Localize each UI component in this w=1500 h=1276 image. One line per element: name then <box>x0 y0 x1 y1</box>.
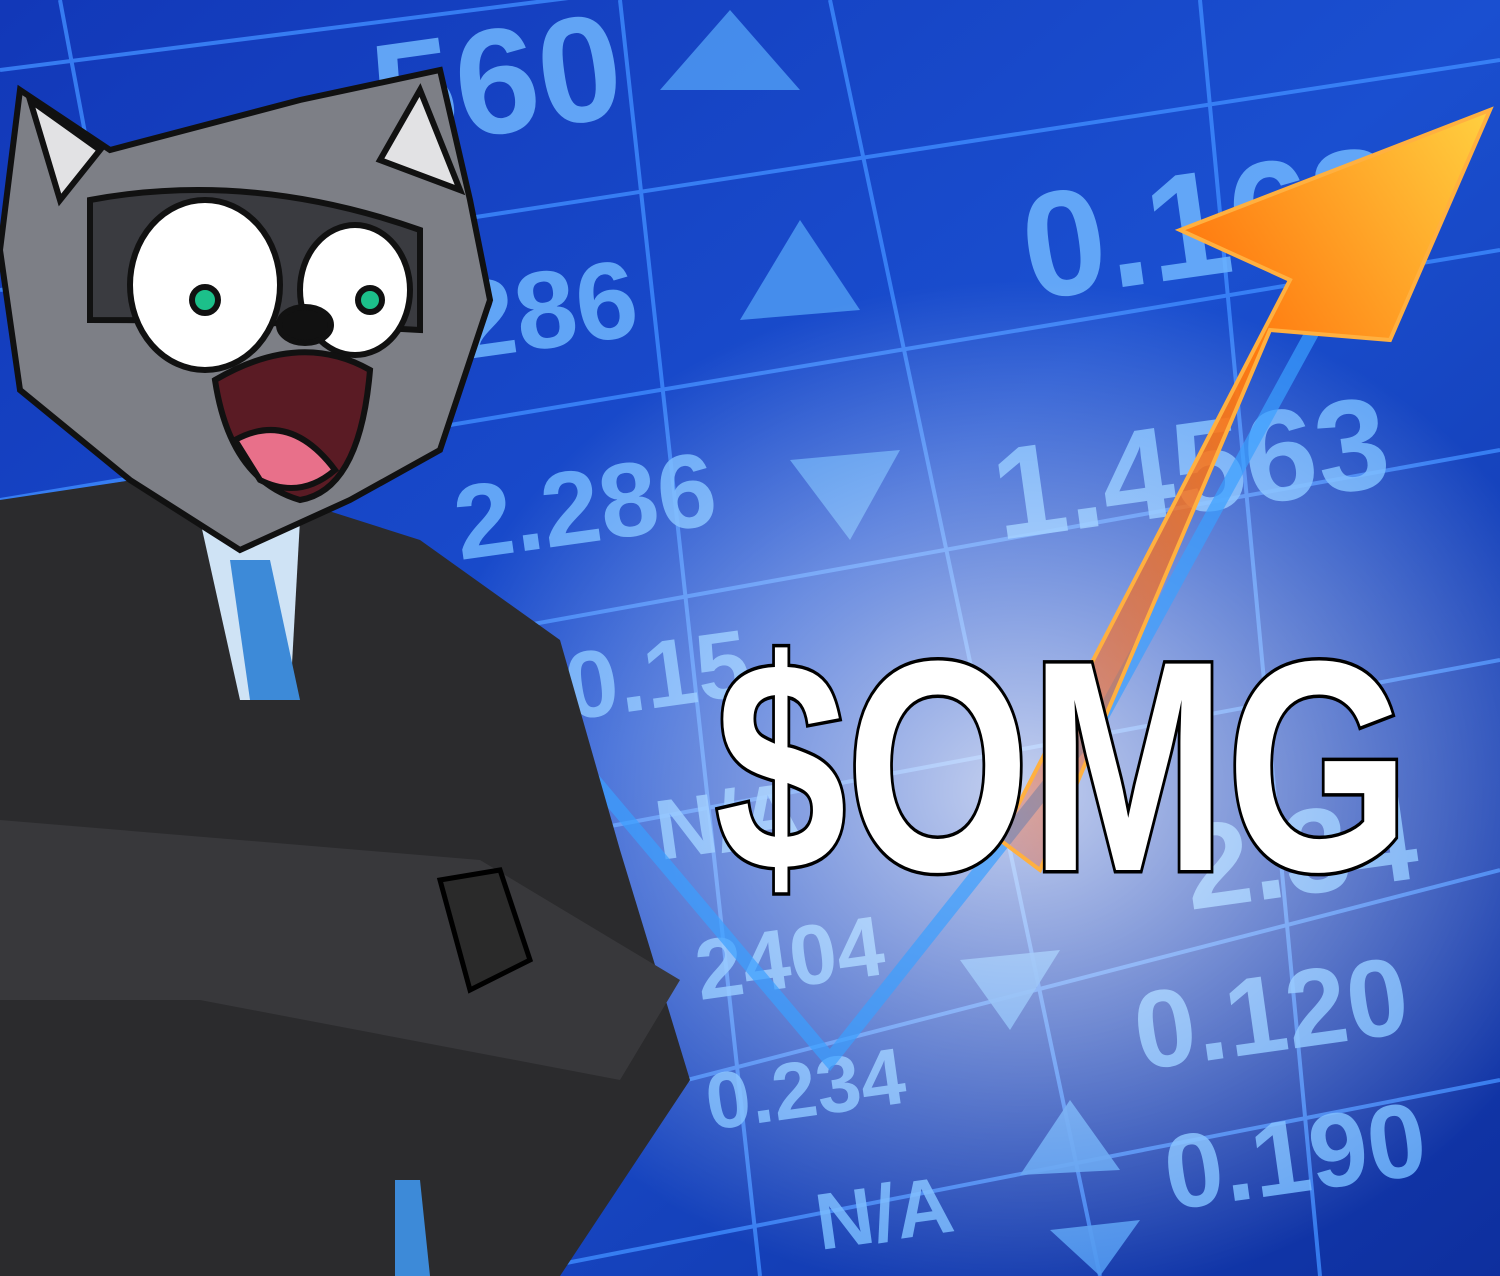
crossed-arms <box>0 820 680 1080</box>
caption: $OMG <box>715 598 1410 934</box>
raccoon-head <box>0 66 494 554</box>
up-arrow <box>997 106 1494 874</box>
ears <box>24 83 466 207</box>
tie <box>230 560 300 700</box>
tongue <box>230 427 340 491</box>
businessman <box>0 470 690 1276</box>
hand <box>436 867 534 994</box>
nose <box>276 304 334 346</box>
tie-end <box>395 1180 430 1276</box>
left-pupil <box>189 284 221 316</box>
right-pupil <box>355 285 385 315</box>
trend-line-blue <box>554 296 1337 1072</box>
